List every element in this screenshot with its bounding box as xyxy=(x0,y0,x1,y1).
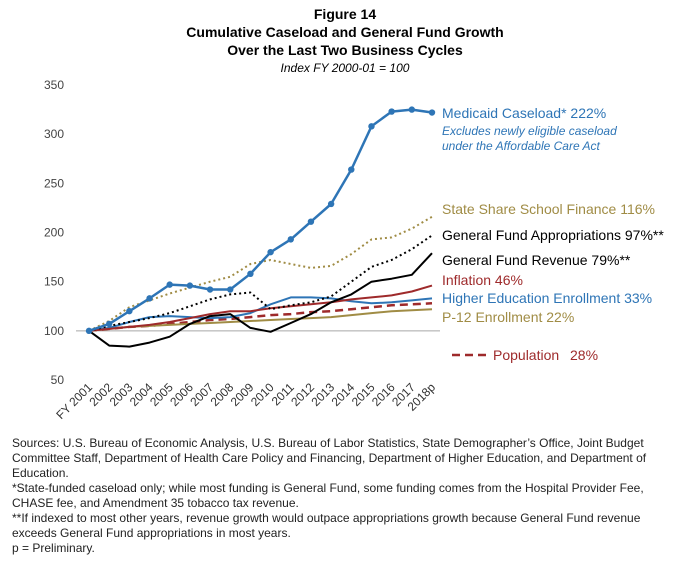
point-medicaid xyxy=(327,200,335,208)
chart-title-line2: Over the Last Two Business Cycles xyxy=(227,42,463,58)
point-medicaid xyxy=(408,106,416,113)
point-medicaid xyxy=(126,307,133,315)
legend-inflation: Inflation 46% xyxy=(442,272,523,288)
point-medicaid xyxy=(206,286,214,293)
point-medicaid xyxy=(368,123,375,130)
series-line-revenue xyxy=(88,252,433,348)
y-tick-label: 100 xyxy=(44,324,64,338)
legend-higher-ed: Higher Education Enrollment 33% xyxy=(442,290,652,306)
chart: Figure 14 Cumulative Caseload and Genera… xyxy=(44,6,664,422)
y-tick-label: 50 xyxy=(51,373,65,387)
footnote-caseload: *State-funded caseload only; while most … xyxy=(12,481,644,510)
footnote-revenue: **If indexed to most other years, revenu… xyxy=(12,511,641,540)
point-medicaid xyxy=(146,295,153,302)
legend-p12: P-12 Enrollment 22% xyxy=(442,309,574,325)
footnote-preliminary: p = Preliminary. xyxy=(12,541,95,555)
y-tick-label: 300 xyxy=(44,127,64,141)
series-line-inflation xyxy=(88,284,433,332)
y-tick-label: 150 xyxy=(44,275,64,289)
chart-subtitle: Index FY 2000-01 = 100 xyxy=(281,61,410,75)
legend-gf-revenue: General Fund Revenue 79%** xyxy=(442,252,631,268)
sources-note: Sources: U.S. Bureau of Economic Analysi… xyxy=(12,436,647,480)
point-medicaid xyxy=(227,286,234,293)
point-medicaid xyxy=(85,327,93,335)
y-tick-label: 350 xyxy=(44,78,64,92)
series-line-school xyxy=(88,215,433,332)
footnotes: Sources: U.S. Bureau of Economic Analysi… xyxy=(12,436,687,556)
legend-gf-appropriations: General Fund Appropriations 97%** xyxy=(442,227,664,243)
legend-medicaid-note2: under the Affordable Care Act xyxy=(442,139,601,153)
legend-population-pct: 28% xyxy=(570,347,598,363)
point-medicaid xyxy=(247,270,254,277)
series-lines xyxy=(85,106,436,348)
point-medicaid xyxy=(388,108,395,115)
point-medicaid xyxy=(287,236,294,243)
legend-medicaid: Medicaid Caseload* 222% xyxy=(442,105,606,121)
point-medicaid xyxy=(105,320,113,328)
point-medicaid xyxy=(166,281,173,288)
figure-label: Figure 14 xyxy=(314,6,376,22)
point-medicaid xyxy=(307,218,315,225)
series-line-medicaid xyxy=(88,108,433,332)
legend-medicaid-note1: Excludes newly eligible caseload xyxy=(442,124,617,138)
point-medicaid xyxy=(186,282,194,289)
chart-title-line1: Cumulative Caseload and General Fund Gro… xyxy=(186,24,503,40)
legend-school-finance: State Share School Finance 116% xyxy=(442,201,655,217)
y-tick-label: 200 xyxy=(44,226,64,240)
legend: Medicaid Caseload* 222% Excludes newly e… xyxy=(442,105,664,363)
y-tick-label: 250 xyxy=(44,176,64,190)
point-medicaid xyxy=(348,166,355,173)
legend-population: Population xyxy=(493,347,559,363)
point-medicaid xyxy=(267,248,274,256)
point-medicaid xyxy=(428,109,436,116)
